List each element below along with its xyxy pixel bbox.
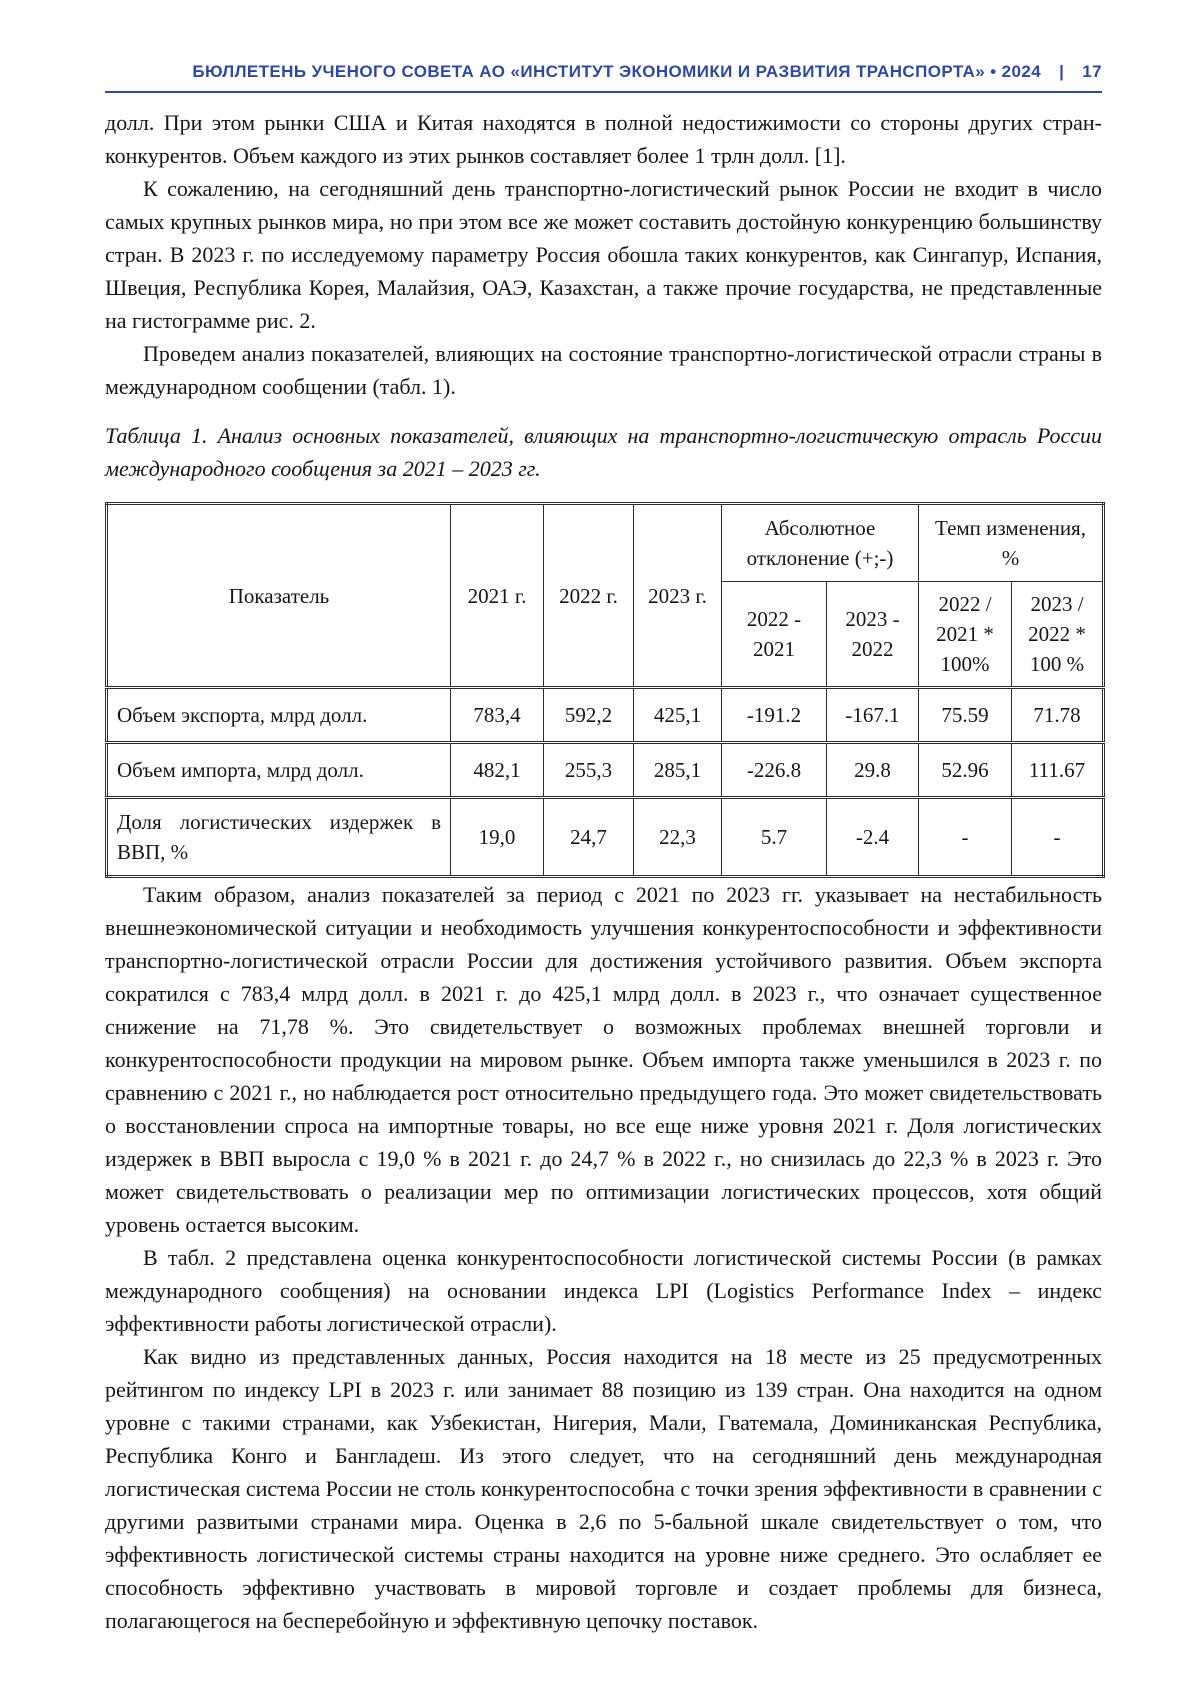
cell-rate1: - (918, 797, 1012, 877)
col-header-2023: 2023 г. (633, 503, 722, 688)
cell-2023: 285,1 (633, 742, 722, 798)
cell-2021: 783,4 (450, 687, 544, 743)
indicators-table: Показатель 2021 г. 2022 г. 2023 г. Абсол… (105, 502, 1106, 878)
header-rule (105, 91, 1102, 93)
col-header-rate-2023-2022: 2023 / 2022 * 100 % (1010, 581, 1105, 688)
cell-2022: 592,2 (543, 687, 634, 743)
cell-rate1: 52.96 (918, 742, 1012, 798)
table-row: Доля логистических издержек в ВВП, % 19,… (106, 797, 1105, 877)
body-paragraph-3: Проведем анализ показателей, влияющих на… (105, 341, 1102, 399)
col-header-2021: 2021 г. (450, 503, 544, 688)
body-paragraph-2: К сожалению, на сегодняшний день транспо… (105, 176, 1102, 333)
body-paragraph-5: В табл. 2 представлена оценка конкуренто… (105, 1245, 1102, 1336)
col-header-dev-2023-2022: 2023 - 2022 (826, 581, 919, 688)
col-header-2022: 2022 г. (543, 503, 634, 688)
cell-dev2: -2.4 (826, 797, 919, 877)
cell-dev1: 5.7 (721, 797, 827, 877)
cell-rate1: 75.59 (918, 687, 1012, 743)
col-header-rate-2022-2021: 2022 / 2021 * 100% (918, 581, 1012, 688)
cell-2023: 425,1 (633, 687, 722, 743)
cell-rate2: 71.78 (1010, 687, 1105, 743)
journal-title: БЮЛЛЕТЕНЬ УЧЕНОГО СОВЕТА АО «ИНСТИТУТ ЭК… (192, 62, 1042, 81)
table-row: Объем импорта, млрд долл. 482,1 255,3 28… (106, 742, 1105, 798)
body-paragraph-1: долл. При этом рынки США и Китая находят… (105, 110, 1102, 168)
cell-dev2: 29.8 (826, 742, 919, 798)
col-header-abs-deviation: Абсолютное отклонение (+;-) (721, 503, 919, 582)
article-body: долл. При этом рынки США и Китая находят… (105, 106, 1106, 1637)
cell-2023: 22,3 (633, 797, 722, 877)
header-separator: | (1059, 62, 1065, 81)
cell-2021: 482,1 (450, 742, 544, 798)
row-indicator: Доля логистических издержек в ВВП, % (106, 797, 451, 877)
body-paragraph-4: Таким образом, анализ показателей за пер… (105, 882, 1102, 1237)
cell-rate2: 111.67 (1010, 742, 1105, 798)
cell-dev2: -167.1 (826, 687, 919, 743)
body-paragraph-6: Как видно из представленных данных, Росс… (105, 1344, 1102, 1633)
table-caption: Таблица 1. Анализ основных показателей, … (105, 423, 1102, 481)
col-header-dev-2022-2021: 2022 - 2021 (721, 581, 827, 688)
running-head: БЮЛЛЕТЕНЬ УЧЕНОГО СОВЕТА АО «ИНСТИТУТ ЭК… (105, 62, 1102, 82)
cell-rate2: - (1010, 797, 1105, 877)
table-row: Объем экспорта, млрд долл. 783,4 592,2 4… (106, 687, 1105, 743)
cell-dev1: -191.2 (721, 687, 827, 743)
row-indicator: Объем экспорта, млрд долл. (106, 687, 451, 743)
page-header: БЮЛЛЕТЕНЬ УЧЕНОГО СОВЕТА АО «ИНСТИТУТ ЭК… (105, 62, 1102, 93)
cell-2022: 255,3 (543, 742, 634, 798)
row-indicator: Объем импорта, млрд долл. (106, 742, 451, 798)
cell-dev1: -226.8 (721, 742, 827, 798)
cell-2022: 24,7 (543, 797, 634, 877)
cell-2021: 19,0 (450, 797, 544, 877)
col-header-indicator: Показатель (106, 503, 451, 688)
page-number: 17 (1082, 62, 1102, 81)
col-header-change-rate: Темп изменения, % (917, 503, 1105, 582)
